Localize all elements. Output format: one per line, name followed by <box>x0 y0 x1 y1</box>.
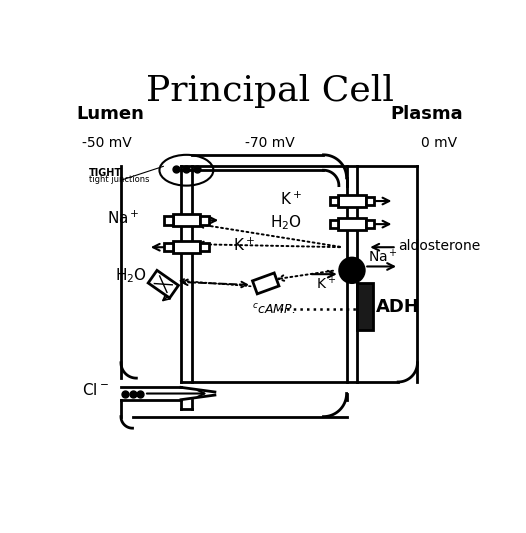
Text: Principal Cell: Principal Cell <box>146 74 393 108</box>
Bar <box>164 243 173 252</box>
Bar <box>173 214 200 226</box>
Bar <box>173 241 200 253</box>
Polygon shape <box>148 270 178 298</box>
Text: K$^+$: K$^+$ <box>232 237 255 254</box>
Bar <box>330 220 338 228</box>
Bar <box>366 197 375 205</box>
Bar <box>200 216 209 224</box>
Bar <box>366 220 375 228</box>
Text: tight junctions: tight junctions <box>88 175 149 184</box>
Bar <box>330 197 338 205</box>
Text: -50 mV: -50 mV <box>83 135 132 150</box>
Circle shape <box>340 258 365 282</box>
Text: ADH: ADH <box>376 297 420 316</box>
Polygon shape <box>252 273 279 294</box>
Text: Cl$^-$: Cl$^-$ <box>83 382 109 398</box>
Text: aldosterone: aldosterone <box>398 239 480 253</box>
Text: Na$^+$: Na$^+$ <box>368 248 398 265</box>
Text: H$_2$O: H$_2$O <box>270 213 302 232</box>
Text: -70 mV: -70 mV <box>245 135 295 150</box>
Text: K$^+$: K$^+$ <box>280 191 302 208</box>
Bar <box>338 219 366 230</box>
Text: Plasma: Plasma <box>390 105 463 123</box>
Bar <box>200 243 209 252</box>
Text: $^c$cAMP.: $^c$cAMP. <box>252 303 295 317</box>
Text: Lumen: Lumen <box>76 105 144 123</box>
Text: K$^+$: K$^+$ <box>316 275 336 292</box>
Bar <box>357 284 373 329</box>
Text: 0 mV: 0 mV <box>421 135 457 150</box>
Text: Na$^+$: Na$^+$ <box>107 210 140 228</box>
Text: H$_2$O: H$_2$O <box>115 266 147 285</box>
Bar <box>164 216 173 224</box>
Bar <box>338 195 366 207</box>
Text: TIGHT: TIGHT <box>88 168 122 178</box>
